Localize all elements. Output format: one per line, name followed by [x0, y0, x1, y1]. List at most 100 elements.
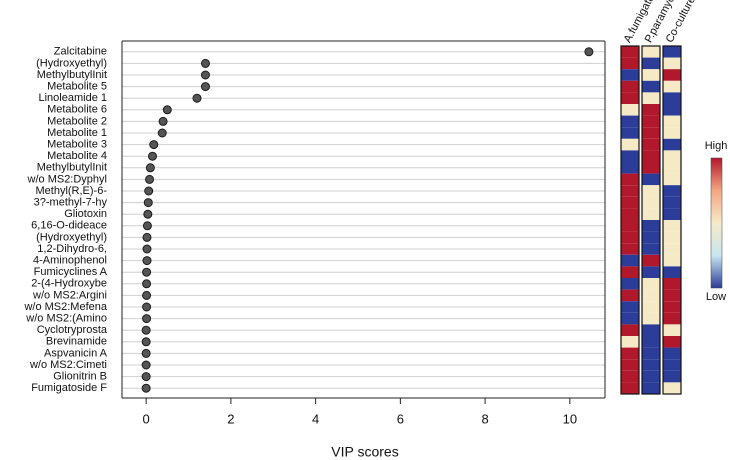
heatmap-cell	[642, 370, 660, 383]
heatmap-cell	[642, 104, 660, 116]
y-tick-label: Fumigatoside F	[31, 382, 107, 394]
y-tick-label: Aspvanicin A	[44, 347, 108, 359]
heatmap-cell	[621, 46, 639, 58]
y-tick-label: Zalcitabine	[54, 46, 107, 58]
vip-point	[141, 372, 151, 382]
heatmap-cell	[621, 115, 639, 128]
heatmap-cell	[621, 150, 639, 162]
heatmap-cell	[663, 69, 681, 81]
heatmap-cell	[663, 231, 681, 244]
y-tick-label: Gliotoxin	[64, 208, 107, 220]
y-tick-label: Metabolite 4	[47, 150, 107, 162]
heatmap-cell	[621, 138, 639, 151]
heatmap-cell	[642, 208, 660, 220]
heatmap-cell	[663, 301, 681, 313]
heatmap-cell	[663, 278, 681, 290]
heatmap-cell	[642, 162, 660, 174]
heatmap-cell	[621, 301, 639, 313]
heatmap-cell	[621, 254, 639, 267]
y-tick-label: Fumicyclines A	[34, 266, 108, 278]
heatmap-cell	[621, 104, 639, 116]
heatmap-cell	[663, 370, 681, 383]
heatmap-cell	[663, 382, 681, 394]
heatmap-cell	[642, 57, 660, 70]
heatmap-cell	[621, 289, 639, 302]
y-tick-label: Brevinamide	[46, 336, 107, 348]
heatmap-cell	[642, 382, 660, 394]
heatmap-cell	[642, 115, 660, 128]
legend-low: Low	[706, 291, 726, 303]
heatmap-cell	[642, 46, 660, 58]
y-tick-label: Metabolite 6	[47, 104, 107, 116]
vip-point	[141, 325, 151, 335]
vip-point	[141, 360, 151, 370]
heatmap-cell	[621, 69, 639, 81]
vip-point	[142, 279, 152, 289]
heatmap-cell	[663, 266, 681, 278]
heatmap-cell	[663, 208, 681, 220]
x-tick-label: 4	[312, 411, 319, 426]
vip-point	[145, 174, 155, 184]
y-tick-label: Metabolite 1	[47, 127, 107, 139]
heatmap-cell	[663, 57, 681, 70]
vip-point	[145, 163, 155, 173]
heatmap-cell	[663, 359, 681, 371]
heatmap-cell	[621, 196, 639, 209]
vip-point	[200, 82, 210, 92]
heatmap-cell	[642, 127, 660, 139]
y-tick-label: 2-(4-Hydroxybe	[31, 278, 107, 290]
heatmap-cell	[621, 370, 639, 383]
heatmap-cell	[621, 220, 639, 232]
heatmap-cell	[621, 162, 639, 174]
heatmap-cell	[642, 254, 660, 267]
vip-point	[192, 93, 202, 103]
legend-high: High	[705, 140, 728, 152]
heatmap-cell	[663, 138, 681, 151]
vip-point	[141, 337, 151, 347]
heatmap-cell	[663, 46, 681, 58]
heatmap-cell	[663, 289, 681, 302]
vip-point	[141, 383, 151, 393]
heatmap-cell	[621, 185, 639, 197]
heatmap-cell	[642, 231, 660, 244]
y-tick-label: w/o MS2:Mefena	[23, 301, 107, 313]
vip-point	[143, 198, 153, 208]
heatmap-cell	[663, 127, 681, 139]
vip-point	[142, 232, 152, 242]
heatmap-cell	[663, 324, 681, 336]
heatmap-cell	[642, 150, 660, 162]
vip-point	[142, 221, 152, 231]
heatmap-cell	[621, 359, 639, 371]
heatmap-cell	[642, 173, 660, 186]
heatmap-cell	[663, 162, 681, 174]
vip-point	[162, 105, 172, 115]
vip-point	[144, 186, 154, 196]
heatmap-cell	[663, 104, 681, 116]
heatmap-cell	[663, 254, 681, 267]
heatmap-cell	[663, 347, 681, 360]
vip-point	[142, 290, 152, 300]
heatmap-cell	[621, 347, 639, 360]
x-tick-label: 2	[227, 411, 234, 426]
vip-point	[157, 128, 167, 138]
x-tick-label: 0	[143, 411, 150, 426]
y-tick-label: MethylbutylInit	[37, 69, 107, 81]
heatmap-cell	[663, 220, 681, 232]
y-tick-label: MethylbutylInit	[37, 162, 107, 174]
vip-point	[142, 256, 152, 266]
y-tick-label: w/o MS2:Cimeti	[29, 359, 107, 371]
heatmap-cell	[663, 150, 681, 162]
y-tick-label: w/o MS2:Argini	[32, 289, 107, 301]
heatmap-cell	[642, 278, 660, 290]
vip-point	[158, 116, 168, 126]
vip-point	[142, 302, 152, 312]
y-tick-label: (Hydroxyethyl)	[36, 231, 107, 243]
heatmap-cell	[663, 173, 681, 186]
y-tick-label: Glionitrin B	[53, 371, 107, 383]
heatmap-cell	[642, 347, 660, 360]
y-tick-label: w/o MS2:Dyphyl	[27, 173, 107, 185]
x-tick-label: 8	[481, 411, 488, 426]
heatmap-cell	[621, 80, 639, 93]
heatmap-cell	[621, 243, 639, 255]
y-tick-label: (Hydroxyethyl)	[36, 57, 107, 69]
